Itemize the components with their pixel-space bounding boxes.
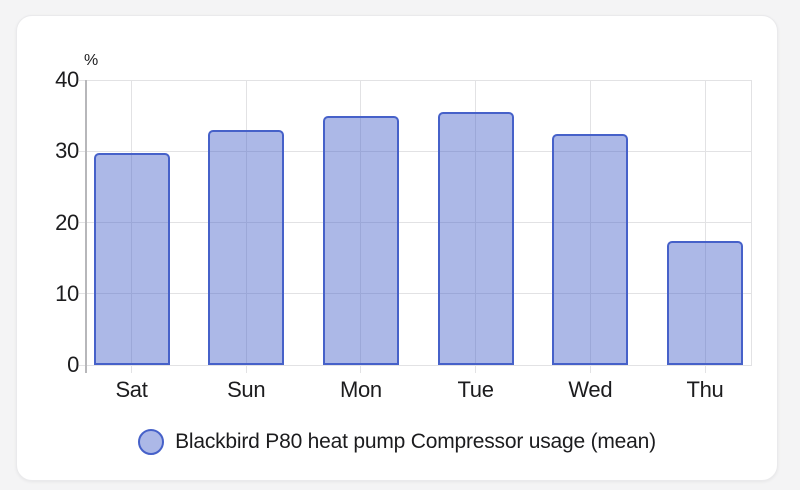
y-gridline bbox=[79, 79, 752, 81]
x-axis-tick-label: Wed bbox=[568, 377, 613, 402]
y-axis-tick-label: 20 bbox=[55, 209, 79, 235]
x-axis-tick-label: Mon bbox=[339, 377, 382, 402]
bar-sun[interactable] bbox=[208, 129, 285, 365]
bar-tue[interactable] bbox=[437, 112, 514, 365]
y-gridline bbox=[79, 293, 752, 295]
x-gridline bbox=[475, 80, 477, 373]
plot-right-boundary-gridline bbox=[751, 80, 752, 365]
x-axis-labels: Sat Sun Mon Tue Wed Thu bbox=[86, 376, 752, 404]
bar-thu[interactable] bbox=[667, 241, 743, 365]
bar-sat[interactable] bbox=[93, 153, 170, 365]
y-axis-line bbox=[85, 80, 87, 373]
y-gridline bbox=[79, 150, 752, 152]
chart-card: % 0 10 20 30 40 Sat Sun Mon Tue Wed Thu Blackbird… bbox=[16, 15, 778, 481]
x-axis-tick-label: Tue bbox=[457, 377, 494, 402]
bar-wed[interactable] bbox=[552, 134, 629, 365]
legend-series-label: Blackbird P80 heat pump Compressor usage… bbox=[175, 430, 656, 453]
y-axis-unit-label: % bbox=[84, 52, 99, 69]
y-axis-tick-label: 10 bbox=[55, 280, 79, 306]
x-gridline bbox=[704, 80, 706, 373]
y-gridline bbox=[79, 222, 752, 223]
x-axis-tick-label: Thu bbox=[686, 377, 724, 402]
x-axis-tick-label: Sat bbox=[115, 377, 148, 402]
y-axis-tick-label: 30 bbox=[55, 138, 79, 164]
bar-mon[interactable] bbox=[322, 116, 399, 365]
x-gridline bbox=[589, 80, 591, 373]
x-gridline bbox=[360, 80, 362, 373]
legend-item[interactable]: Blackbird P80 heat pump Compressor usage… bbox=[17, 426, 777, 458]
y-gridline bbox=[79, 364, 752, 366]
x-axis-tick-label: Sun bbox=[227, 377, 266, 402]
legend-series-swatch-icon bbox=[138, 429, 165, 455]
plot-area bbox=[79, 79, 752, 373]
y-axis-tick-labels: 0 10 20 30 40 bbox=[17, 16, 79, 480]
y-axis-tick-label: 0 bbox=[67, 352, 79, 377]
y-axis-tick-label: 40 bbox=[55, 67, 79, 92]
x-gridline bbox=[131, 80, 132, 373]
x-gridline bbox=[245, 80, 247, 373]
